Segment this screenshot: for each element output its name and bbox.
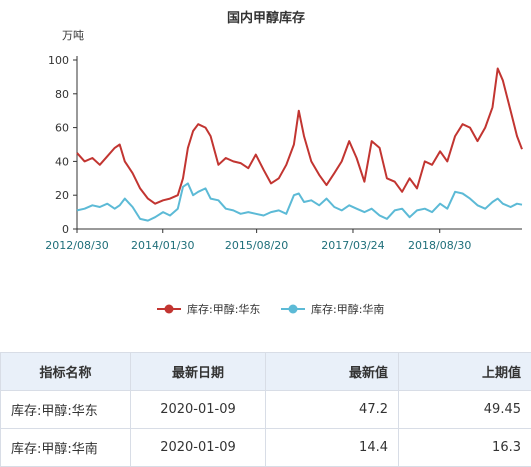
header-previous-value: 上期值: [398, 352, 531, 391]
x-tick-label: 2017/03/24: [321, 239, 384, 252]
data-table: 指标名称 最新日期 最新值 上期值 库存:甲醇:华东 2020-01-09 47…: [0, 352, 531, 467]
x-tick-label: 2014/01/30: [131, 239, 194, 252]
y-axis-unit: 万吨: [62, 29, 84, 42]
legend-label: 库存:甲醇:华南: [311, 302, 384, 316]
legend-label: 库存:甲醇:华东: [187, 302, 260, 316]
cell-previous-value: 16.3: [398, 428, 531, 467]
y-tick-label: 100: [48, 54, 69, 67]
legend-marker-icon: [288, 304, 298, 314]
y-tick-label: 0: [62, 223, 69, 236]
cell-indicator-name: 库存:甲醇:华南: [0, 428, 131, 467]
header-latest-date: 最新日期: [130, 352, 266, 391]
cell-latest-value: 14.4: [265, 428, 399, 467]
cell-indicator-name: 库存:甲醇:华东: [0, 390, 131, 429]
cell-latest-date: 2020-01-09: [130, 428, 266, 467]
legend-item-east[interactable]: 库存:甲醇:华东: [157, 302, 260, 316]
table-row: 库存:甲醇:华南 2020-01-09 14.4 16.3: [0, 428, 531, 467]
indicator-table: 指标名称 最新日期 最新值 上期值 库存:甲醇:华东 2020-01-09 47…: [0, 352, 531, 467]
table-header-row: 指标名称 最新日期 最新值 上期值: [0, 352, 531, 391]
cell-latest-value: 47.2: [265, 390, 399, 429]
header-latest-value: 最新值: [265, 352, 399, 391]
line-chart: 国内甲醇库存 万吨 0 20 40 60 80 100 2012/08/30 2014/01/…: [45, 10, 523, 316]
legend-item-south[interactable]: 库存:甲醇:华南: [281, 302, 384, 316]
table-row: 库存:甲醇:华东 2020-01-09 47.2 49.45: [0, 390, 531, 429]
chart-area: 国内甲醇库存 万吨 0 20 40 60 80 100 2012/08/30 2014/01/…: [45, 10, 523, 316]
legend[interactable]: 库存:甲醇:华东 库存:甲醇:华南: [157, 302, 384, 316]
y-tick-label: 60: [55, 122, 69, 135]
cell-latest-date: 2020-01-09: [130, 390, 266, 429]
x-tick-label: 2018/08/30: [408, 239, 471, 252]
header-indicator-name: 指标名称: [0, 352, 131, 391]
y-tick-label: 40: [55, 155, 69, 168]
x-tick-label: 2012/08/30: [45, 239, 108, 252]
y-tick-label: 20: [55, 189, 69, 202]
series-line-south: [76, 182, 523, 222]
legend-marker-icon: [164, 304, 174, 314]
chart-title: 国内甲醇库存: [227, 10, 305, 26]
axes: 0 20 40 60 80 100 2012/08/30 2014/01/30 2015/08/…: [45, 54, 522, 252]
y-tick-label: 80: [55, 88, 69, 101]
cell-previous-value: 49.45: [398, 390, 531, 429]
series-line-east: [76, 67, 523, 205]
series-layer: [76, 67, 523, 222]
x-tick-label: 2015/08/20: [225, 239, 288, 252]
